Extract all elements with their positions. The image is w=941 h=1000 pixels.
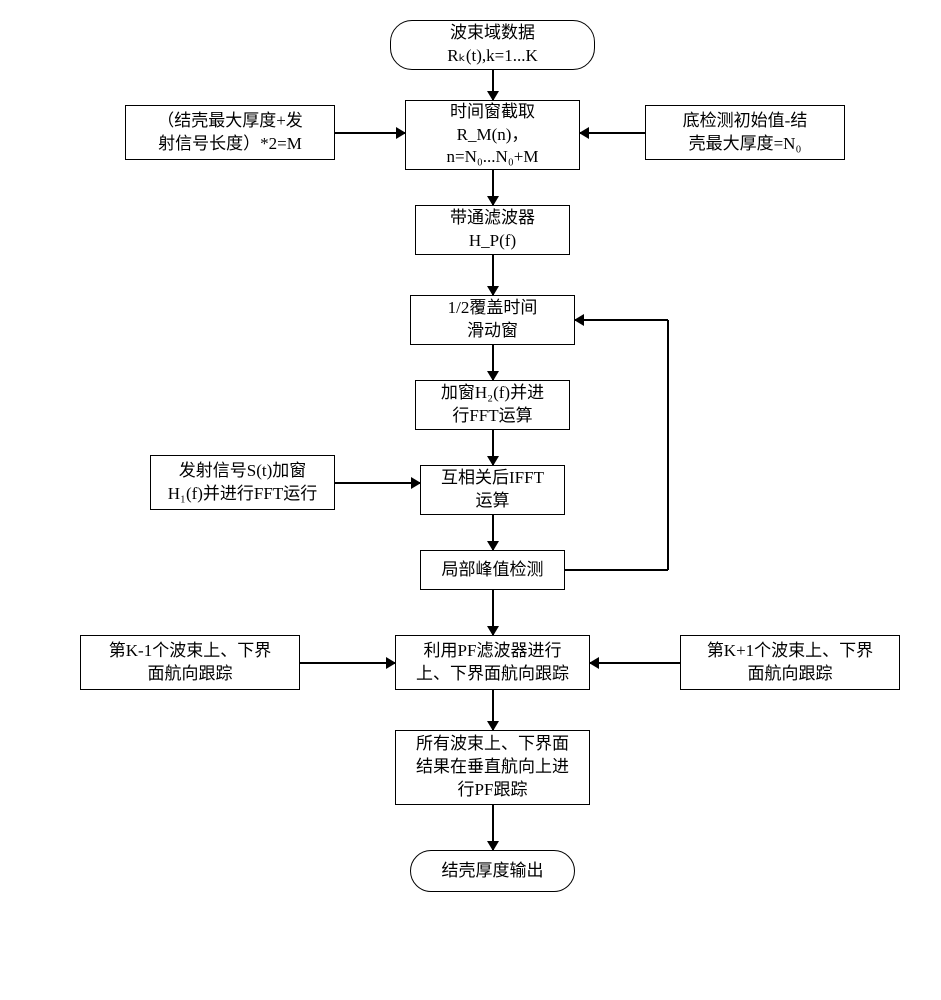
node-pf: 利用PF滤波器进行上、下界面航向跟踪 xyxy=(395,635,590,690)
node-text: 上、下界面航向跟踪 xyxy=(416,663,569,686)
arrow-down-icon xyxy=(487,196,499,206)
node-text: 第K-1个波束上、下界 xyxy=(109,640,271,663)
node-text: 结果在垂直航向上进 xyxy=(416,756,569,779)
arrow-down-icon xyxy=(487,286,499,296)
node-text: 发射信号S(t)加窗 xyxy=(179,460,307,483)
node-peak: 局部峰值检测 xyxy=(420,550,565,590)
node-text: 面航向跟踪 xyxy=(748,663,833,686)
node-text: 所有波束上、下界面 xyxy=(416,733,569,756)
node-kp1: 第K+1个波束上、下界面航向跟踪 xyxy=(680,635,900,690)
node-text: 带通滤波器 xyxy=(450,207,535,230)
arrow-left-icon xyxy=(589,657,599,669)
node-text: 局部峰值检测 xyxy=(442,559,544,582)
arrow-left-icon xyxy=(579,127,589,139)
node-text: （结壳最大厚度+发 xyxy=(157,110,303,133)
node-end: 结壳厚度输出 xyxy=(410,850,575,892)
arrow-down-icon xyxy=(487,841,499,851)
node-text: 运算 xyxy=(476,490,510,513)
connector xyxy=(575,319,668,321)
node-bpf: 带通滤波器H_P(f) xyxy=(415,205,570,255)
arrow-down-icon xyxy=(487,456,499,466)
node-text: R_M(n)， xyxy=(457,124,529,147)
node-text: 波束域数据 xyxy=(450,22,535,45)
connector xyxy=(565,569,668,571)
flowchart-canvas: 波束域数据Rₖ(t),k=1...K （结壳最大厚度+发射信号长度）*2=M 时间窗… xyxy=(20,20,921,980)
node-text: 面航向跟踪 xyxy=(148,663,233,686)
node-text: 滑动窗 xyxy=(467,320,518,343)
node-text: 时间窗截取 xyxy=(450,101,535,124)
node-text: 行FFT运算 xyxy=(452,405,532,428)
node-km1: 第K-1个波束上、下界面航向跟踪 xyxy=(80,635,300,690)
connector xyxy=(667,320,669,570)
node-start: 波束域数据Rₖ(t),k=1...K xyxy=(390,20,595,70)
node-rightN: 底检测初始值-结壳最大厚度=N₀ xyxy=(645,105,845,160)
node-text: Rₖ(t),k=1...K xyxy=(447,45,538,68)
node-slide: 1/2覆盖时间滑动窗 xyxy=(410,295,575,345)
arrow-left-icon xyxy=(574,314,584,326)
arrow-down-icon xyxy=(487,626,499,636)
node-sig: 发射信号S(t)加窗H₁(f)并进行FFT运行 xyxy=(150,455,335,510)
arrow-down-icon xyxy=(487,541,499,551)
node-text: 加窗H₂(f)并进 xyxy=(441,382,544,405)
node-text: H_P(f) xyxy=(469,230,516,253)
node-text: 底检测初始值-结 xyxy=(683,110,808,133)
node-text: 行PF跟踪 xyxy=(458,779,528,802)
node-leftM: （结壳最大厚度+发射信号长度）*2=M xyxy=(125,105,335,160)
arrow-down-icon xyxy=(487,721,499,731)
connector xyxy=(335,482,420,484)
arrow-down-icon xyxy=(487,91,499,101)
node-text: 第K+1个波束上、下界 xyxy=(707,640,873,663)
node-text: n=N₀...N₀+M xyxy=(447,146,539,169)
node-text: 1/2覆盖时间 xyxy=(448,297,538,320)
connector xyxy=(300,662,395,664)
node-text: H₁(f)并进行FFT运行 xyxy=(168,483,317,506)
connector xyxy=(590,662,680,664)
node-fft2: 加窗H₂(f)并进行FFT运算 xyxy=(415,380,570,430)
node-twin: 时间窗截取R_M(n)，n=N₀...N₀+M xyxy=(405,100,580,170)
node-allpf: 所有波束上、下界面结果在垂直航向上进行PF跟踪 xyxy=(395,730,590,805)
node-text: 射信号长度）*2=M xyxy=(158,133,302,156)
node-ifft: 互相关后IFFT运算 xyxy=(420,465,565,515)
arrow-right-icon xyxy=(396,127,406,139)
node-text: 互相关后IFFT xyxy=(441,467,544,490)
connector xyxy=(335,132,405,134)
arrow-right-icon xyxy=(386,657,396,669)
node-text: 利用PF滤波器进行 xyxy=(424,640,562,663)
connector xyxy=(580,132,645,134)
arrow-down-icon xyxy=(487,371,499,381)
arrow-right-icon xyxy=(411,477,421,489)
node-text: 结壳厚度输出 xyxy=(442,860,544,883)
node-text: 壳最大厚度=N₀ xyxy=(689,133,802,156)
